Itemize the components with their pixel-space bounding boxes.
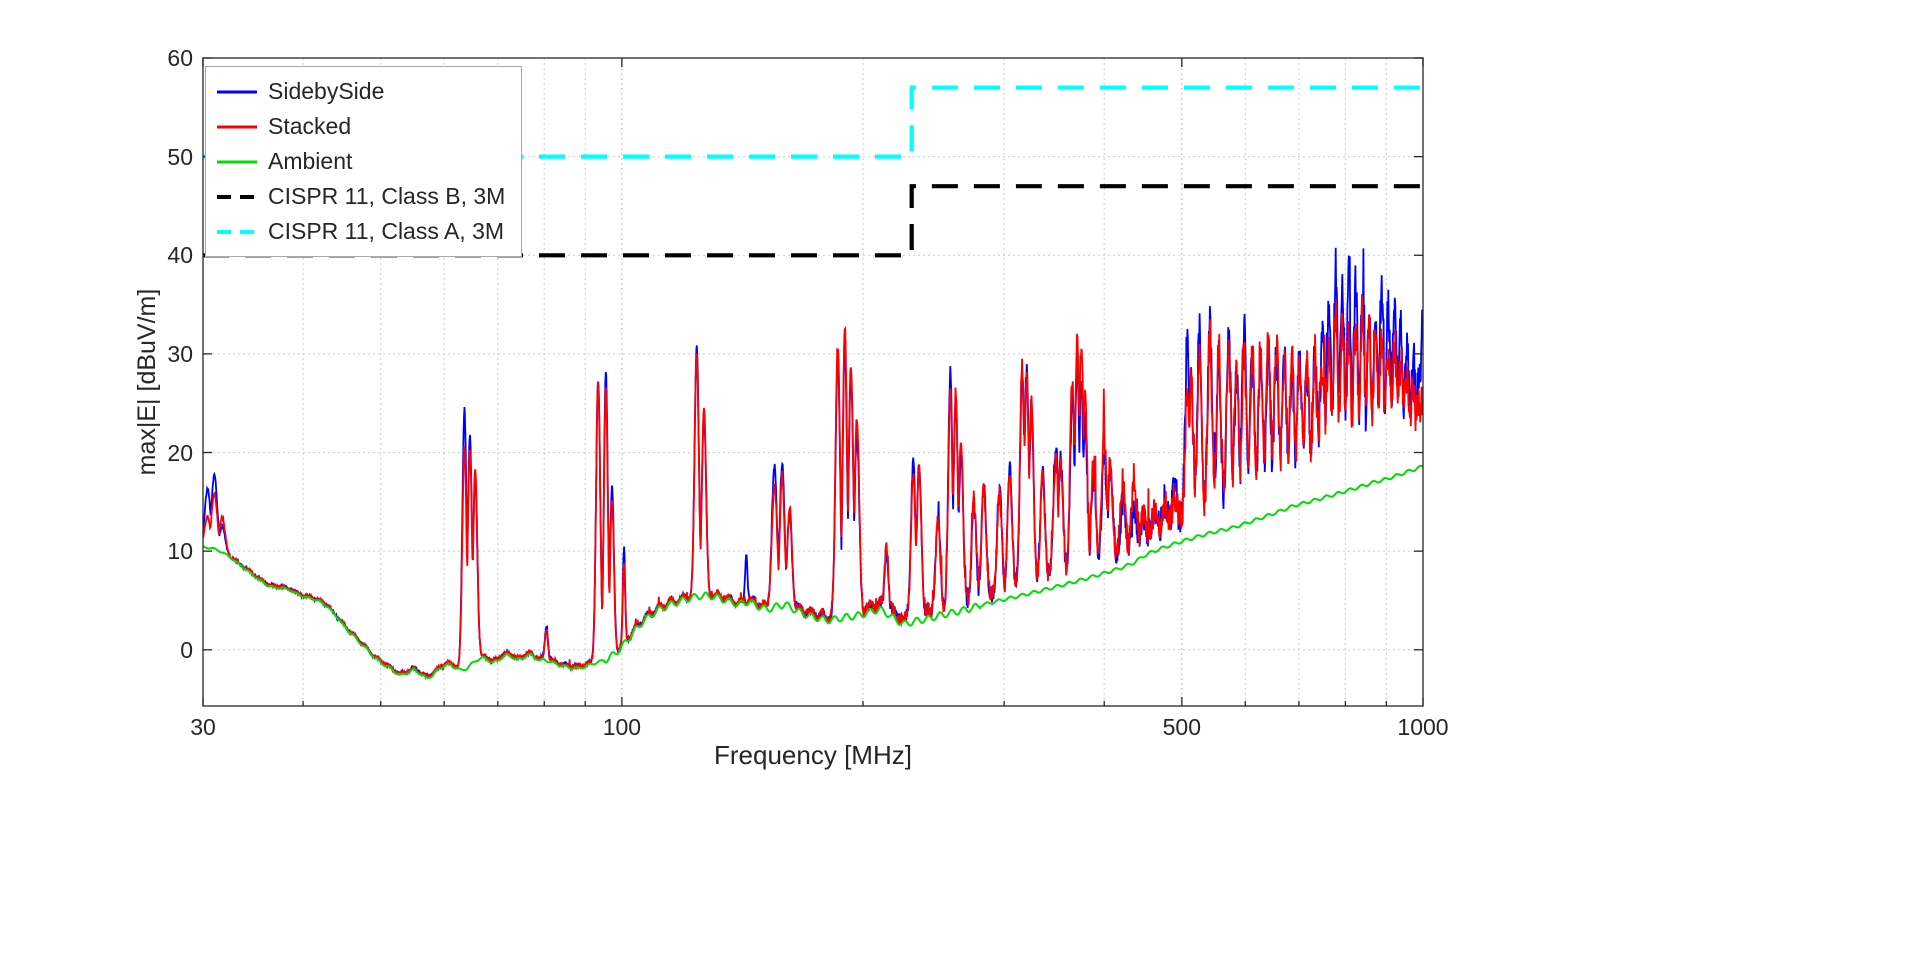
legend-entry: CISPR 11, Class A, 3M xyxy=(216,215,505,248)
x-tick-label: 500 xyxy=(1162,714,1202,740)
y-tick-label: 50 xyxy=(167,143,193,170)
x-tick-label: 30 xyxy=(190,714,216,740)
legend-label: Ambient xyxy=(268,148,353,174)
x-tick-label: 100 xyxy=(602,714,642,740)
legend-label: CISPR 11, Class B, 3M xyxy=(268,183,506,209)
legend-label: CISPR 11, Class A, 3M xyxy=(268,218,505,244)
y-tick-label: 20 xyxy=(167,439,193,466)
y-tick-label: 60 xyxy=(167,45,193,71)
axis-box xyxy=(202,57,1424,707)
chart-series xyxy=(203,85,1423,681)
legend-line-sample xyxy=(217,229,257,234)
legend-entry: CISPR 11, Class B, 3M xyxy=(216,180,505,213)
legend-entry: SidebySide xyxy=(216,75,505,108)
x-axis-label: Frequency [MHz] xyxy=(714,740,912,770)
legend-label: SidebySide xyxy=(268,78,385,104)
x-tick-label: 1000 xyxy=(1397,714,1449,740)
legend-line-sample xyxy=(217,160,257,163)
legend-label: Stacked xyxy=(268,113,352,139)
y-tick-label: 10 xyxy=(167,538,193,565)
y-tick-label: 30 xyxy=(167,340,193,367)
series-ambient xyxy=(203,464,1423,679)
legend: SidebySide Stacked Ambient CISPR 11, Class … xyxy=(205,66,523,257)
legend-line-sample xyxy=(217,90,257,93)
legend-entry: Stacked xyxy=(216,110,505,143)
legend-line-sample xyxy=(217,125,257,128)
legend-entry: Ambient xyxy=(216,145,505,178)
limit-line-cispr-11-class-a-3m xyxy=(203,85,1423,159)
y-tick-label: 40 xyxy=(167,242,193,269)
legend-line-sample xyxy=(217,194,257,199)
y-tick-label: 0 xyxy=(180,636,193,663)
limit-line-cispr-11-class-b-3m xyxy=(203,184,1423,258)
